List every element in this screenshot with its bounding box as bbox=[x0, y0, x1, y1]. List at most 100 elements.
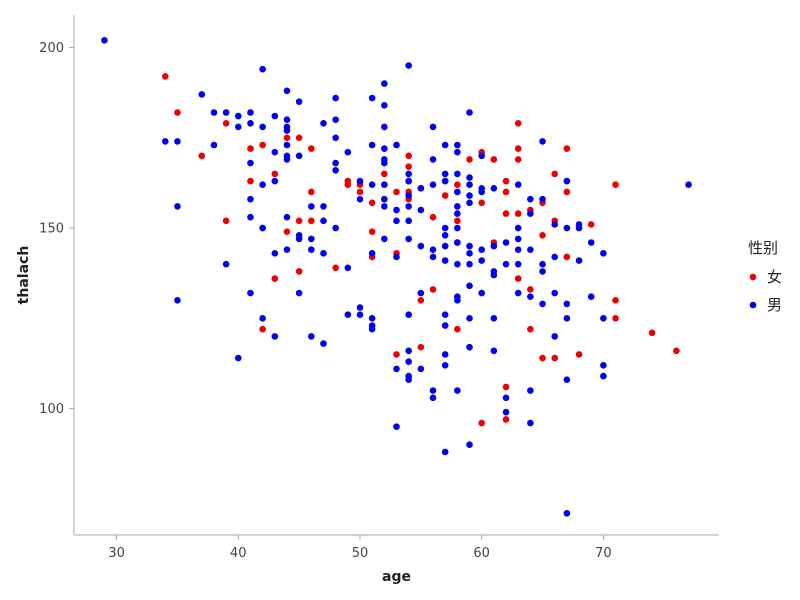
data-point bbox=[368, 181, 376, 189]
data-point bbox=[466, 199, 473, 207]
data-point bbox=[612, 296, 619, 304]
data-point bbox=[283, 228, 291, 235]
data-point bbox=[344, 264, 352, 272]
data-point bbox=[356, 304, 364, 311]
data-point bbox=[393, 423, 400, 430]
data-point bbox=[198, 91, 206, 98]
data-point bbox=[295, 268, 303, 275]
data-point bbox=[454, 141, 461, 149]
data-point bbox=[478, 289, 485, 297]
data-point bbox=[295, 98, 303, 105]
legend-label: 女 bbox=[767, 268, 782, 286]
data-point bbox=[161, 138, 169, 145]
data-point bbox=[101, 36, 108, 44]
data-point bbox=[441, 242, 449, 250]
data-point bbox=[502, 408, 510, 416]
data-point bbox=[247, 195, 254, 203]
data-point bbox=[673, 347, 680, 355]
data-point bbox=[283, 213, 291, 221]
data-point bbox=[344, 311, 352, 319]
data-point bbox=[490, 315, 498, 322]
data-point bbox=[441, 361, 449, 369]
data-point bbox=[320, 217, 327, 225]
data-point bbox=[308, 333, 315, 340]
data-point bbox=[320, 340, 327, 347]
data-point bbox=[612, 315, 619, 322]
data-point bbox=[393, 365, 400, 373]
data-point bbox=[563, 224, 571, 232]
data-point bbox=[551, 253, 559, 261]
data-point bbox=[563, 300, 571, 308]
data-point bbox=[320, 120, 327, 127]
data-point bbox=[271, 275, 279, 282]
data-point bbox=[563, 253, 571, 261]
data-point bbox=[563, 177, 571, 185]
data-point bbox=[320, 250, 327, 257]
data-point bbox=[527, 293, 534, 300]
data-point bbox=[478, 419, 485, 427]
data-point bbox=[527, 246, 534, 254]
data-point bbox=[259, 315, 266, 322]
data-point bbox=[308, 235, 315, 243]
data-point bbox=[320, 203, 327, 210]
data-point bbox=[222, 120, 230, 127]
data-point bbox=[587, 293, 595, 300]
data-point bbox=[381, 170, 388, 178]
data-point bbox=[295, 152, 303, 160]
data-point bbox=[295, 235, 303, 243]
data-point bbox=[405, 62, 412, 69]
data-point bbox=[466, 156, 473, 163]
data-point bbox=[454, 260, 461, 268]
legend-label: 男 bbox=[767, 296, 782, 314]
data-point bbox=[295, 134, 303, 142]
data-point bbox=[527, 210, 534, 217]
data-point bbox=[466, 242, 473, 250]
data-point bbox=[441, 311, 449, 319]
data-point bbox=[441, 141, 449, 149]
data-point bbox=[466, 441, 473, 449]
data-point bbox=[405, 163, 412, 170]
data-point bbox=[417, 365, 425, 373]
data-point bbox=[234, 112, 242, 120]
data-point bbox=[417, 296, 425, 304]
data-point bbox=[381, 181, 388, 189]
data-point bbox=[514, 210, 522, 217]
data-point bbox=[478, 257, 485, 264]
data-point bbox=[454, 203, 461, 210]
data-point bbox=[381, 145, 388, 152]
data-point bbox=[575, 351, 583, 358]
data-point bbox=[259, 65, 266, 73]
data-point bbox=[490, 242, 498, 250]
data-point bbox=[271, 148, 279, 156]
data-point bbox=[441, 351, 449, 358]
data-point bbox=[332, 264, 339, 272]
data-point bbox=[551, 221, 559, 228]
data-point bbox=[551, 354, 559, 362]
data-point bbox=[222, 217, 230, 225]
data-point bbox=[332, 94, 339, 102]
data-point bbox=[332, 134, 339, 142]
data-point bbox=[198, 152, 206, 160]
data-point bbox=[441, 224, 449, 232]
data-point bbox=[454, 188, 461, 196]
data-point bbox=[405, 311, 412, 319]
data-point bbox=[247, 109, 254, 116]
data-point bbox=[514, 224, 522, 232]
data-point bbox=[685, 181, 692, 189]
data-point bbox=[381, 101, 388, 109]
data-point bbox=[344, 181, 352, 189]
data-point bbox=[429, 394, 437, 402]
data-point bbox=[405, 170, 412, 178]
data-point bbox=[247, 177, 254, 185]
data-point bbox=[344, 148, 352, 156]
data-point bbox=[356, 177, 364, 185]
data-point bbox=[454, 296, 461, 304]
data-point bbox=[405, 358, 412, 365]
data-point bbox=[454, 239, 461, 246]
data-point bbox=[514, 260, 522, 268]
data-point bbox=[612, 181, 619, 189]
data-point bbox=[234, 354, 242, 362]
data-point bbox=[417, 185, 425, 192]
data-point bbox=[271, 333, 279, 340]
data-point bbox=[332, 116, 339, 124]
